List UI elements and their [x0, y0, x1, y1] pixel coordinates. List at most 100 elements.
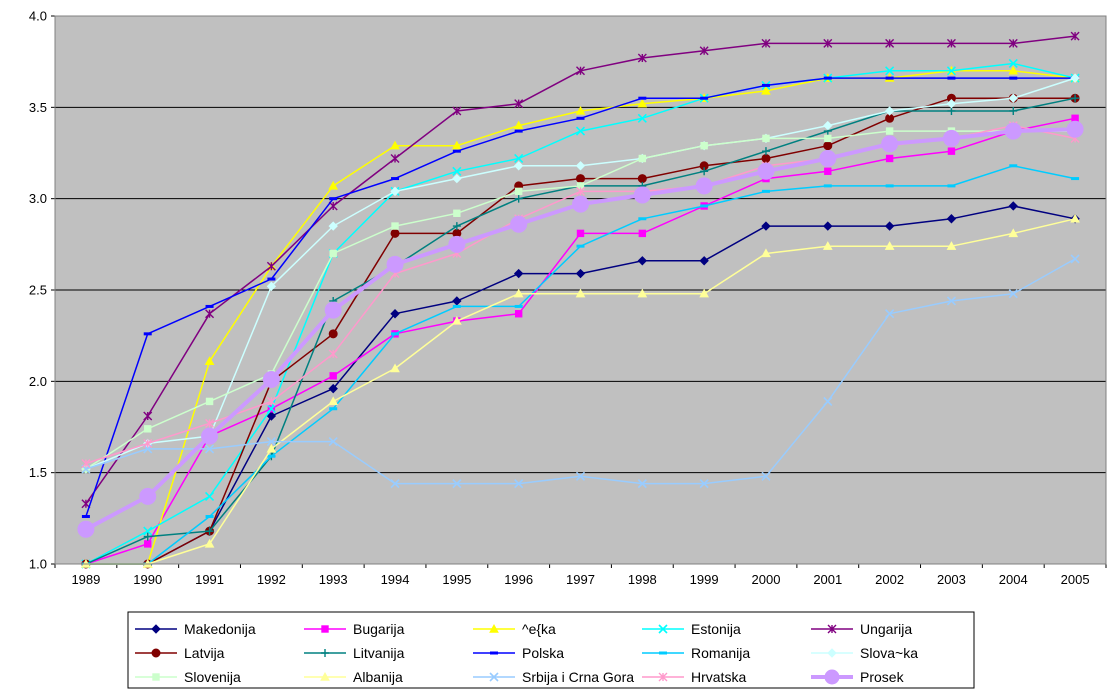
data-point — [391, 222, 399, 230]
data-point — [1009, 164, 1018, 168]
data-point — [823, 221, 833, 231]
data-point — [823, 396, 833, 406]
data-point — [761, 248, 771, 258]
data-point — [390, 228, 400, 238]
data-point — [1009, 106, 1018, 115]
data-point — [757, 162, 775, 180]
data-point — [143, 438, 153, 448]
data-point — [761, 83, 770, 87]
data-point — [947, 147, 956, 155]
x-tick-label: 1996 — [504, 572, 533, 587]
data-point — [266, 443, 277, 453]
data-point — [700, 96, 709, 100]
data-point — [81, 515, 90, 519]
data-point — [638, 154, 647, 163]
data-point — [144, 540, 152, 548]
data-point — [390, 309, 400, 319]
legend-item: Hrvatska — [642, 669, 746, 685]
legend-item: Romanija — [642, 645, 750, 661]
data-point — [266, 404, 276, 414]
data-point — [885, 309, 895, 319]
legend-label: Slova~ka — [860, 645, 918, 661]
legend-item: Prosek — [811, 669, 905, 685]
data-point — [328, 383, 338, 394]
data-point — [700, 141, 708, 150]
data-point — [205, 304, 214, 308]
data-point — [946, 241, 957, 250]
data-point — [700, 167, 709, 176]
data-point — [638, 229, 647, 238]
data-point — [267, 277, 276, 281]
data-point — [489, 623, 499, 633]
data-point — [761, 221, 771, 231]
data-point — [143, 332, 152, 336]
data-point — [144, 425, 152, 433]
data-point — [329, 197, 338, 201]
legend-item: Polska — [473, 645, 564, 661]
data-point — [823, 184, 832, 188]
data-point — [576, 244, 585, 248]
data-point — [823, 38, 833, 48]
data-point — [827, 624, 837, 634]
data-point — [633, 186, 651, 204]
data-point — [1071, 177, 1080, 181]
data-point — [266, 411, 277, 421]
data-point — [452, 316, 462, 325]
data-point — [1070, 73, 1080, 83]
data-point — [695, 177, 713, 195]
data-point — [576, 186, 585, 196]
data-point — [204, 491, 215, 501]
data-point — [143, 532, 152, 541]
data-point — [201, 427, 219, 445]
data-point — [452, 222, 461, 231]
data-point — [328, 396, 339, 406]
data-point — [490, 651, 498, 655]
data-point — [576, 229, 585, 238]
data-point — [575, 268, 586, 279]
data-point — [452, 166, 462, 176]
legend-item: Srbija i Crna Gora — [473, 669, 634, 685]
data-point — [762, 134, 770, 143]
data-point — [823, 120, 833, 131]
data-point — [576, 174, 585, 184]
data-point — [514, 310, 523, 318]
data-point — [659, 651, 667, 655]
data-point — [575, 126, 586, 136]
data-point — [699, 479, 709, 489]
data-point — [572, 195, 589, 213]
data-point — [637, 256, 648, 266]
data-point — [1004, 122, 1022, 140]
data-point — [489, 672, 499, 682]
data-point — [576, 116, 585, 120]
data-point — [320, 671, 330, 681]
data-point — [942, 129, 960, 147]
legend-item: Litvanija — [304, 645, 405, 661]
data-point — [328, 437, 338, 447]
data-point — [205, 527, 214, 536]
data-point — [637, 479, 647, 489]
data-point — [452, 479, 462, 489]
data-point — [328, 349, 338, 359]
data-point — [885, 154, 894, 163]
data-point — [321, 625, 329, 633]
x-tick-label: 1995 — [442, 572, 471, 587]
data-point — [947, 184, 956, 188]
data-point — [576, 66, 585, 76]
data-point — [1008, 65, 1019, 75]
data-point — [513, 120, 524, 130]
data-point — [819, 149, 837, 167]
series-lines — [77, 31, 1084, 569]
data-point — [946, 296, 957, 306]
data-point — [1008, 228, 1019, 238]
data-point — [391, 177, 400, 181]
data-point — [658, 624, 668, 634]
x-tick-label: 2002 — [875, 572, 904, 587]
data-point — [827, 648, 837, 658]
data-point — [822, 241, 833, 250]
data-point — [761, 147, 770, 156]
data-point — [510, 215, 528, 233]
data-point — [638, 217, 647, 221]
data-point — [1009, 76, 1018, 80]
x-tick-label: 1997 — [566, 572, 595, 587]
data-point — [448, 235, 466, 253]
